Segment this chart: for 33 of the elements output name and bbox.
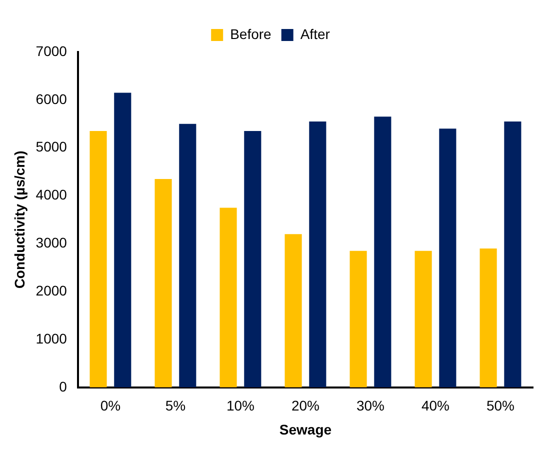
y-tick-label: 2000 xyxy=(36,282,68,298)
bar xyxy=(90,131,107,388)
x-tick-label: 30% xyxy=(356,398,384,414)
x-tick-label: 20% xyxy=(291,398,320,414)
y-tick-label: 3000 xyxy=(36,234,68,251)
bar xyxy=(414,250,432,388)
x-tick-label: 50% xyxy=(486,398,515,414)
legend-label: Before xyxy=(230,26,272,42)
bar xyxy=(350,250,367,388)
y-tick-label: 6000 xyxy=(36,90,68,107)
x-tick-label: 40% xyxy=(421,398,450,414)
y-axis-title: Conductivity (µs/cm) xyxy=(11,150,28,289)
y-tick-label: 4000 xyxy=(36,186,68,203)
y-tick-label: 5000 xyxy=(36,138,68,155)
bar xyxy=(374,116,392,388)
y-tick-label: 0 xyxy=(59,378,68,394)
bar xyxy=(309,121,326,388)
x-axis-title: Sewage xyxy=(279,421,332,438)
bar xyxy=(480,248,497,388)
x-tick-label: 0% xyxy=(100,398,121,414)
y-tick-label: 1000 xyxy=(36,330,68,346)
bar xyxy=(284,234,302,388)
bar xyxy=(244,131,262,388)
legend-label: After xyxy=(300,26,330,42)
bar xyxy=(504,121,522,388)
bar xyxy=(220,208,237,388)
bar xyxy=(179,124,196,388)
bar xyxy=(154,178,172,388)
bar xyxy=(114,92,132,388)
y-tick-label: 7000 xyxy=(36,42,68,59)
x-tick-label: 5% xyxy=(165,398,186,414)
bar xyxy=(439,128,456,388)
x-tick-label: 10% xyxy=(226,398,254,414)
